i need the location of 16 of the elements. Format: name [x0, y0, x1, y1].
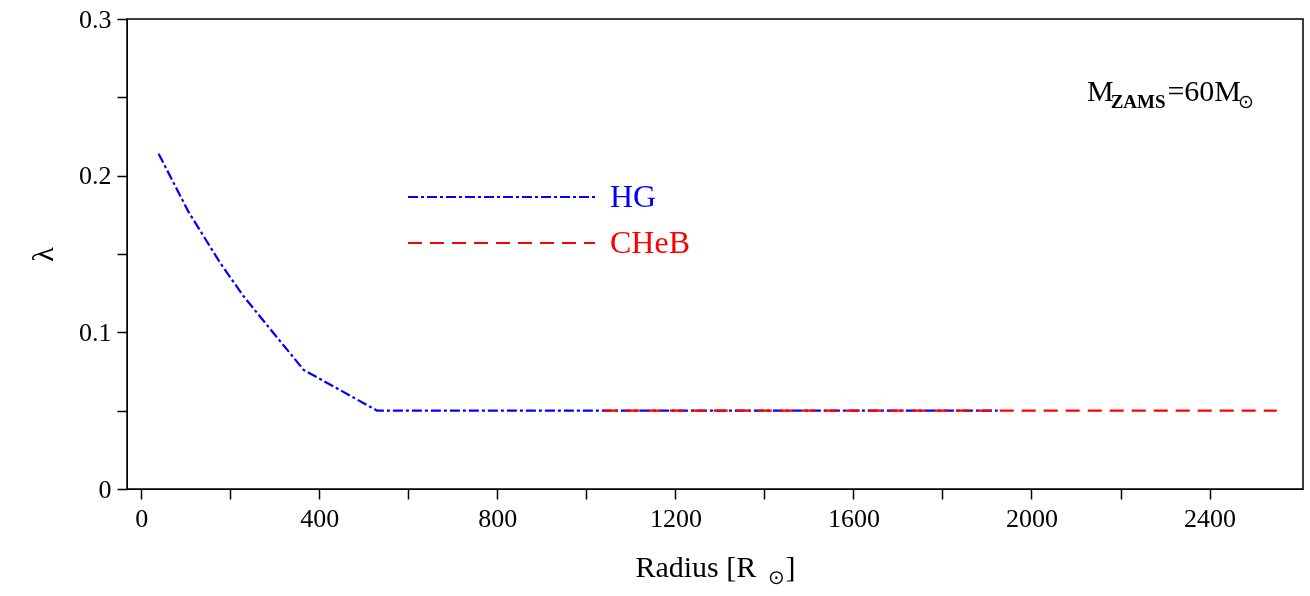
y-tick-label: 0.2: [79, 161, 112, 191]
text: CHeB: [610, 224, 690, 260]
x-tick-label: 1600: [827, 503, 880, 533]
x-tick-label: 1200: [649, 503, 702, 533]
x-tick-label: 400: [300, 503, 340, 533]
line-series: [157, 152, 999, 412]
x-tick-label: 2400: [1184, 503, 1237, 533]
x-tick-label: 2000: [1005, 503, 1058, 533]
y-tick-label: 0.3: [79, 4, 112, 34]
y-tick-label: 0: [98, 474, 112, 504]
x-axis-title: Radius [R⊙]: [635, 550, 796, 588]
text: HG: [610, 178, 657, 214]
y-tick-label: 0.1: [79, 317, 112, 347]
x-tick-label: 0: [135, 503, 149, 533]
y-axis-title: λ: [26, 246, 59, 262]
x-tick-label: 800: [478, 503, 518, 533]
